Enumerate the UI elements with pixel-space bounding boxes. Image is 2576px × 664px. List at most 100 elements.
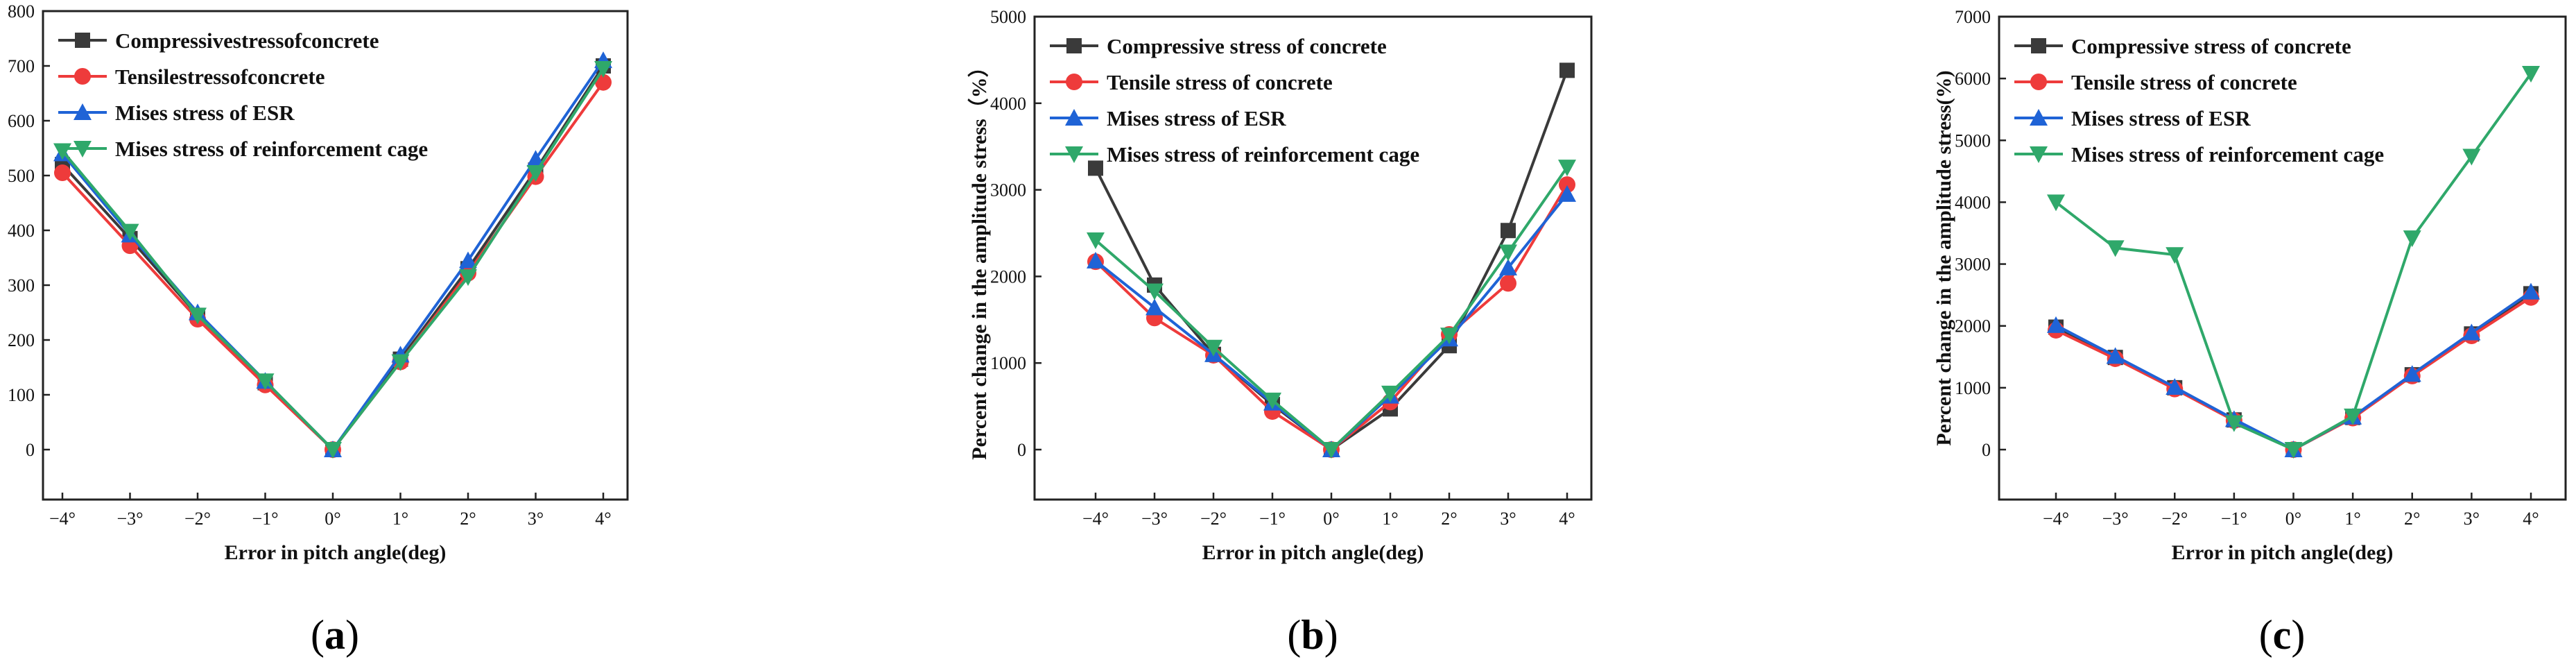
legend-item: Tensile stress of concrete xyxy=(2014,70,2297,94)
data-point xyxy=(2462,323,2481,341)
data-point xyxy=(2522,282,2540,300)
data-point xyxy=(1558,185,1576,202)
x-tick-label: 4° xyxy=(1559,509,1575,529)
data-point xyxy=(1146,283,1164,300)
legend-label: Tensile stress of concrete xyxy=(2071,70,2297,94)
data-point xyxy=(2166,377,2184,395)
x-tick-label: −3° xyxy=(116,509,143,529)
legend-marker xyxy=(1065,146,1083,163)
x-tick-label: −2° xyxy=(1200,509,1227,529)
x-tick-label: −4° xyxy=(1082,509,1109,529)
legend-marker xyxy=(74,141,92,158)
legend-marker xyxy=(2030,146,2048,163)
x-tick-label: 2° xyxy=(1441,509,1457,529)
x-tick-label: −1° xyxy=(1259,509,1286,529)
data-point xyxy=(1559,62,1575,78)
y-tick-label: 4000 xyxy=(990,94,1026,114)
series-compressive xyxy=(2048,286,2539,457)
series-line xyxy=(2055,292,2532,452)
data-point xyxy=(2166,247,2184,264)
x-tick-label: 4° xyxy=(2523,509,2539,529)
x-tick-label: 0° xyxy=(2285,509,2301,529)
data-point xyxy=(1088,160,1103,176)
data-point xyxy=(1146,298,1164,316)
legend-marker xyxy=(1066,38,1082,53)
caption-close: ) xyxy=(345,612,359,658)
y-tick-label: 600 xyxy=(8,111,35,131)
y-axis-title: Percent change in the amplitude stress（%… xyxy=(967,56,991,459)
data-point xyxy=(1087,232,1105,249)
y-tick-label: 0 xyxy=(1017,440,1026,460)
data-point xyxy=(256,373,275,391)
x-axis-title: Error in pitch angle(deg) xyxy=(2172,541,2394,564)
series-line xyxy=(2055,291,2532,452)
x-tick-label: 3° xyxy=(528,509,544,529)
caption-close: ) xyxy=(1324,612,1338,658)
y-tick-label: 100 xyxy=(8,385,35,405)
data-point xyxy=(391,354,410,371)
caption-letter: a xyxy=(325,612,345,658)
data-point xyxy=(459,269,477,287)
data-point xyxy=(526,165,545,182)
x-tick-label: 1° xyxy=(1382,509,1398,529)
data-point xyxy=(54,164,71,182)
legend-label: Tensilestressofconcrete xyxy=(115,65,325,89)
data-point xyxy=(2106,240,2125,257)
series-cage xyxy=(1087,160,1576,459)
y-tick-label: 300 xyxy=(8,275,35,296)
legend-label: Mises stress of reinforcement cage xyxy=(2071,142,2384,167)
chart-panel-b: 0 1000 2000 3000 4000 5000 −4° −3° −2° −1° 0° 1° 2° 3… xyxy=(967,7,1593,658)
legend-label: Mises stress of reinforcement cage xyxy=(1107,142,1419,167)
x-tick-label: −4° xyxy=(2043,509,2069,529)
y-tick-label: 7000 xyxy=(1955,7,1991,27)
x-axis-title: Error in pitch angle(deg) xyxy=(1202,541,1424,564)
caption-open: ( xyxy=(311,612,325,658)
caption-open: ( xyxy=(1287,612,1301,658)
legend-label: Mises stress of ESR xyxy=(1107,106,1286,130)
data-point xyxy=(2403,230,2421,248)
caption-open: ( xyxy=(2259,612,2273,658)
legend-item: Mises stress of reinforcement cage xyxy=(1050,142,1419,167)
legend-item: Tensilestressofconcrete xyxy=(58,65,325,89)
x-tick-label: 1° xyxy=(392,509,408,529)
x-tick-label: 2° xyxy=(460,509,476,529)
caption-letter: c xyxy=(2273,612,2292,658)
y-tick-label: 1000 xyxy=(1955,378,1991,398)
series-tensile xyxy=(54,74,612,458)
legend-marker xyxy=(74,68,91,85)
legend-label: Compressive stress of concrete xyxy=(1107,34,1387,58)
legend-item: Tensile stress of concrete xyxy=(1050,70,1333,94)
legend-item: Mises stress of ESR xyxy=(1050,106,1286,130)
y-tick-label: 4000 xyxy=(1955,192,1991,212)
series-esr xyxy=(2047,282,2540,457)
x-tick-label: −1° xyxy=(252,509,278,529)
panel-caption: (a) xyxy=(311,612,359,658)
y-tick-label: 800 xyxy=(8,1,35,22)
series-line xyxy=(1094,193,1568,452)
caption-close: ) xyxy=(2291,612,2305,658)
data-point xyxy=(526,150,545,167)
data-point xyxy=(594,60,612,78)
y-tick-label: 400 xyxy=(8,221,35,241)
legend-item: Mises stress of reinforcement cage xyxy=(2014,142,2384,167)
data-point xyxy=(324,442,342,459)
caption-letter: b xyxy=(1301,612,1324,658)
data-point xyxy=(2403,365,2421,382)
data-point xyxy=(1499,258,1517,275)
x-tick-label: −1° xyxy=(2221,509,2247,529)
legend-marker xyxy=(1065,109,1083,126)
data-point xyxy=(1499,244,1517,262)
y-tick-label: 5000 xyxy=(1955,130,1991,151)
x-tick-label: 2° xyxy=(2404,509,2420,529)
legend-label: Mises stress of ESR xyxy=(2071,106,2251,130)
y-tick-label: 1000 xyxy=(990,353,1026,373)
y-tick-label: 3000 xyxy=(1955,255,1991,275)
legend-label: Tensile stress of concrete xyxy=(1107,70,1333,94)
x-tick-label: −3° xyxy=(2102,509,2129,529)
plot-frame xyxy=(1998,15,2567,501)
data-point xyxy=(1381,385,1399,402)
data-point xyxy=(1087,251,1105,269)
y-tick-label: 700 xyxy=(8,56,35,76)
legend-label: Mises stress of reinforcement cage xyxy=(115,137,428,161)
